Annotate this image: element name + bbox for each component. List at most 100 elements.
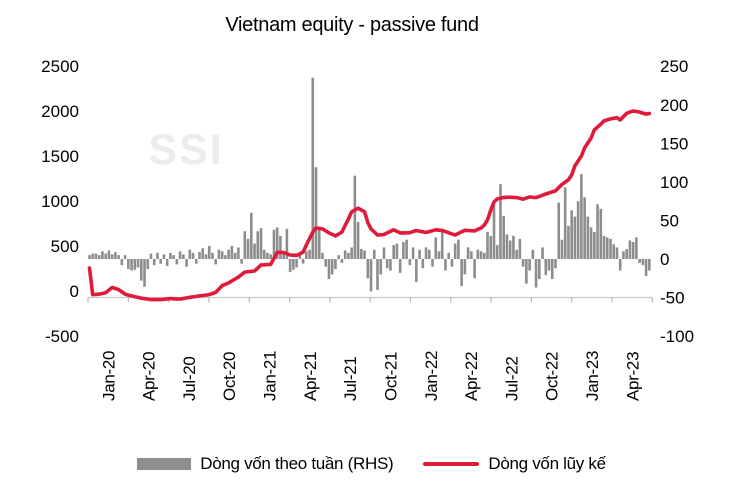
flow-bar <box>372 249 376 259</box>
flow-bar <box>411 247 415 259</box>
flow-bar <box>434 237 438 259</box>
y-left-tick-label: 1000 <box>41 192 79 211</box>
flow-bar <box>531 249 535 259</box>
flow-bar <box>220 251 224 259</box>
flow-bar <box>547 259 551 271</box>
flow-bar <box>560 239 564 259</box>
flow-bar <box>227 249 230 259</box>
flow-bar <box>288 259 292 273</box>
flow-bar <box>525 259 528 284</box>
flow-bar <box>324 259 328 267</box>
flow-bar <box>259 228 263 259</box>
flow-bar <box>466 247 470 259</box>
flow-bar <box>91 253 95 259</box>
flow-bar <box>402 242 405 259</box>
y-right-tick-label: 100 <box>660 173 688 192</box>
line-swatch <box>423 462 480 466</box>
flow-bar <box>502 215 506 259</box>
flow-bar <box>311 77 315 259</box>
ssi-watermark: SSI <box>148 126 223 174</box>
y-axis-right-labels: 250 200 150 100 50 0 -50 -100 <box>660 57 694 346</box>
y-axis-left-labels: 2500 2000 1500 1000 500 0 -500 <box>41 57 79 346</box>
legend-label-weekly: Dòng vốn theo tuần (RHS) <box>200 454 394 473</box>
flow-bar <box>541 247 544 259</box>
flow-bar <box>178 251 182 259</box>
legend-item-cumulative: Dòng vốn lũy kế <box>423 454 606 474</box>
weekly-flow-bars <box>88 77 651 292</box>
flow-bar <box>217 249 221 259</box>
y-right-tick-label: -100 <box>660 327 694 346</box>
flow-bar <box>194 259 198 264</box>
flow-bar <box>638 259 641 263</box>
y-left-tick-label: 2000 <box>41 102 79 121</box>
flow-bar <box>327 259 331 280</box>
flow-bar <box>152 259 156 266</box>
y-left-tick-label: 0 <box>70 282 79 301</box>
flow-bar <box>605 237 609 259</box>
flow-bar <box>427 249 431 259</box>
flow-bar <box>389 259 392 271</box>
flow-bar <box>495 245 499 259</box>
flow-bar <box>557 202 561 259</box>
flow-bar <box>408 259 412 266</box>
flow-bar <box>512 235 515 259</box>
flow-bar <box>437 251 441 259</box>
flow-bar <box>88 255 91 259</box>
x-tick-label: Oct-22 <box>543 352 562 401</box>
flow-bar <box>285 228 289 259</box>
bar-swatch <box>137 458 192 470</box>
flow-bar <box>398 259 402 273</box>
flow-bar <box>159 259 162 264</box>
flow-bar <box>405 239 408 259</box>
flow-bar <box>489 235 493 259</box>
x-tick-label: Jul-21 <box>341 356 360 401</box>
flow-bar <box>256 231 260 259</box>
flow-bar <box>644 259 648 276</box>
flow-bar <box>583 197 586 259</box>
flow-bar <box>156 252 159 259</box>
flow-bar <box>292 259 295 270</box>
flow-bar <box>589 227 593 259</box>
flow-bar <box>508 240 512 259</box>
flow-bar <box>385 259 389 269</box>
flow-bar <box>101 251 104 259</box>
flow-bar <box>544 259 548 276</box>
flow-bar <box>162 254 166 259</box>
flow-bar <box>305 251 308 259</box>
flow-bar <box>350 247 353 259</box>
flow-bar <box>185 259 188 267</box>
x-axis-labels: Jan-20 Apr-20 Jul-20 Oct-20 Jan-21 Apr-21 Jul-… <box>99 351 642 401</box>
flow-bar <box>175 259 179 265</box>
flow-bar <box>518 238 522 259</box>
x-tick-label: Jan-23 <box>583 351 602 401</box>
flow-bar <box>240 259 243 264</box>
flow-bar <box>648 259 651 271</box>
flow-bar <box>538 259 541 280</box>
flow-bar <box>250 212 253 259</box>
flow-bar <box>593 232 596 259</box>
cumulative-flow-line <box>87 109 652 302</box>
flow-bar <box>570 210 573 259</box>
flow-bar <box>602 235 606 259</box>
flow-bar <box>486 232 489 259</box>
flow-bar <box>476 249 480 259</box>
flow-bar <box>272 229 276 259</box>
flow-bar <box>376 259 379 290</box>
flow-bar <box>505 234 509 259</box>
flow-bar <box>337 255 340 259</box>
y-left-tick-label: 2500 <box>41 57 79 76</box>
flow-bar <box>622 251 625 259</box>
x-tick-label: Oct-20 <box>220 352 239 401</box>
flow-bar <box>347 252 350 259</box>
flow-bar <box>418 249 421 259</box>
flow-bar <box>165 259 169 266</box>
flow-bar <box>123 255 127 259</box>
flow-bar <box>528 259 531 271</box>
flow-bar <box>612 244 616 259</box>
flow-bar <box>110 254 114 259</box>
flow-bar <box>479 251 483 259</box>
flow-bar <box>146 259 150 270</box>
flow-bar <box>114 252 117 259</box>
flow-bar <box>127 259 130 270</box>
